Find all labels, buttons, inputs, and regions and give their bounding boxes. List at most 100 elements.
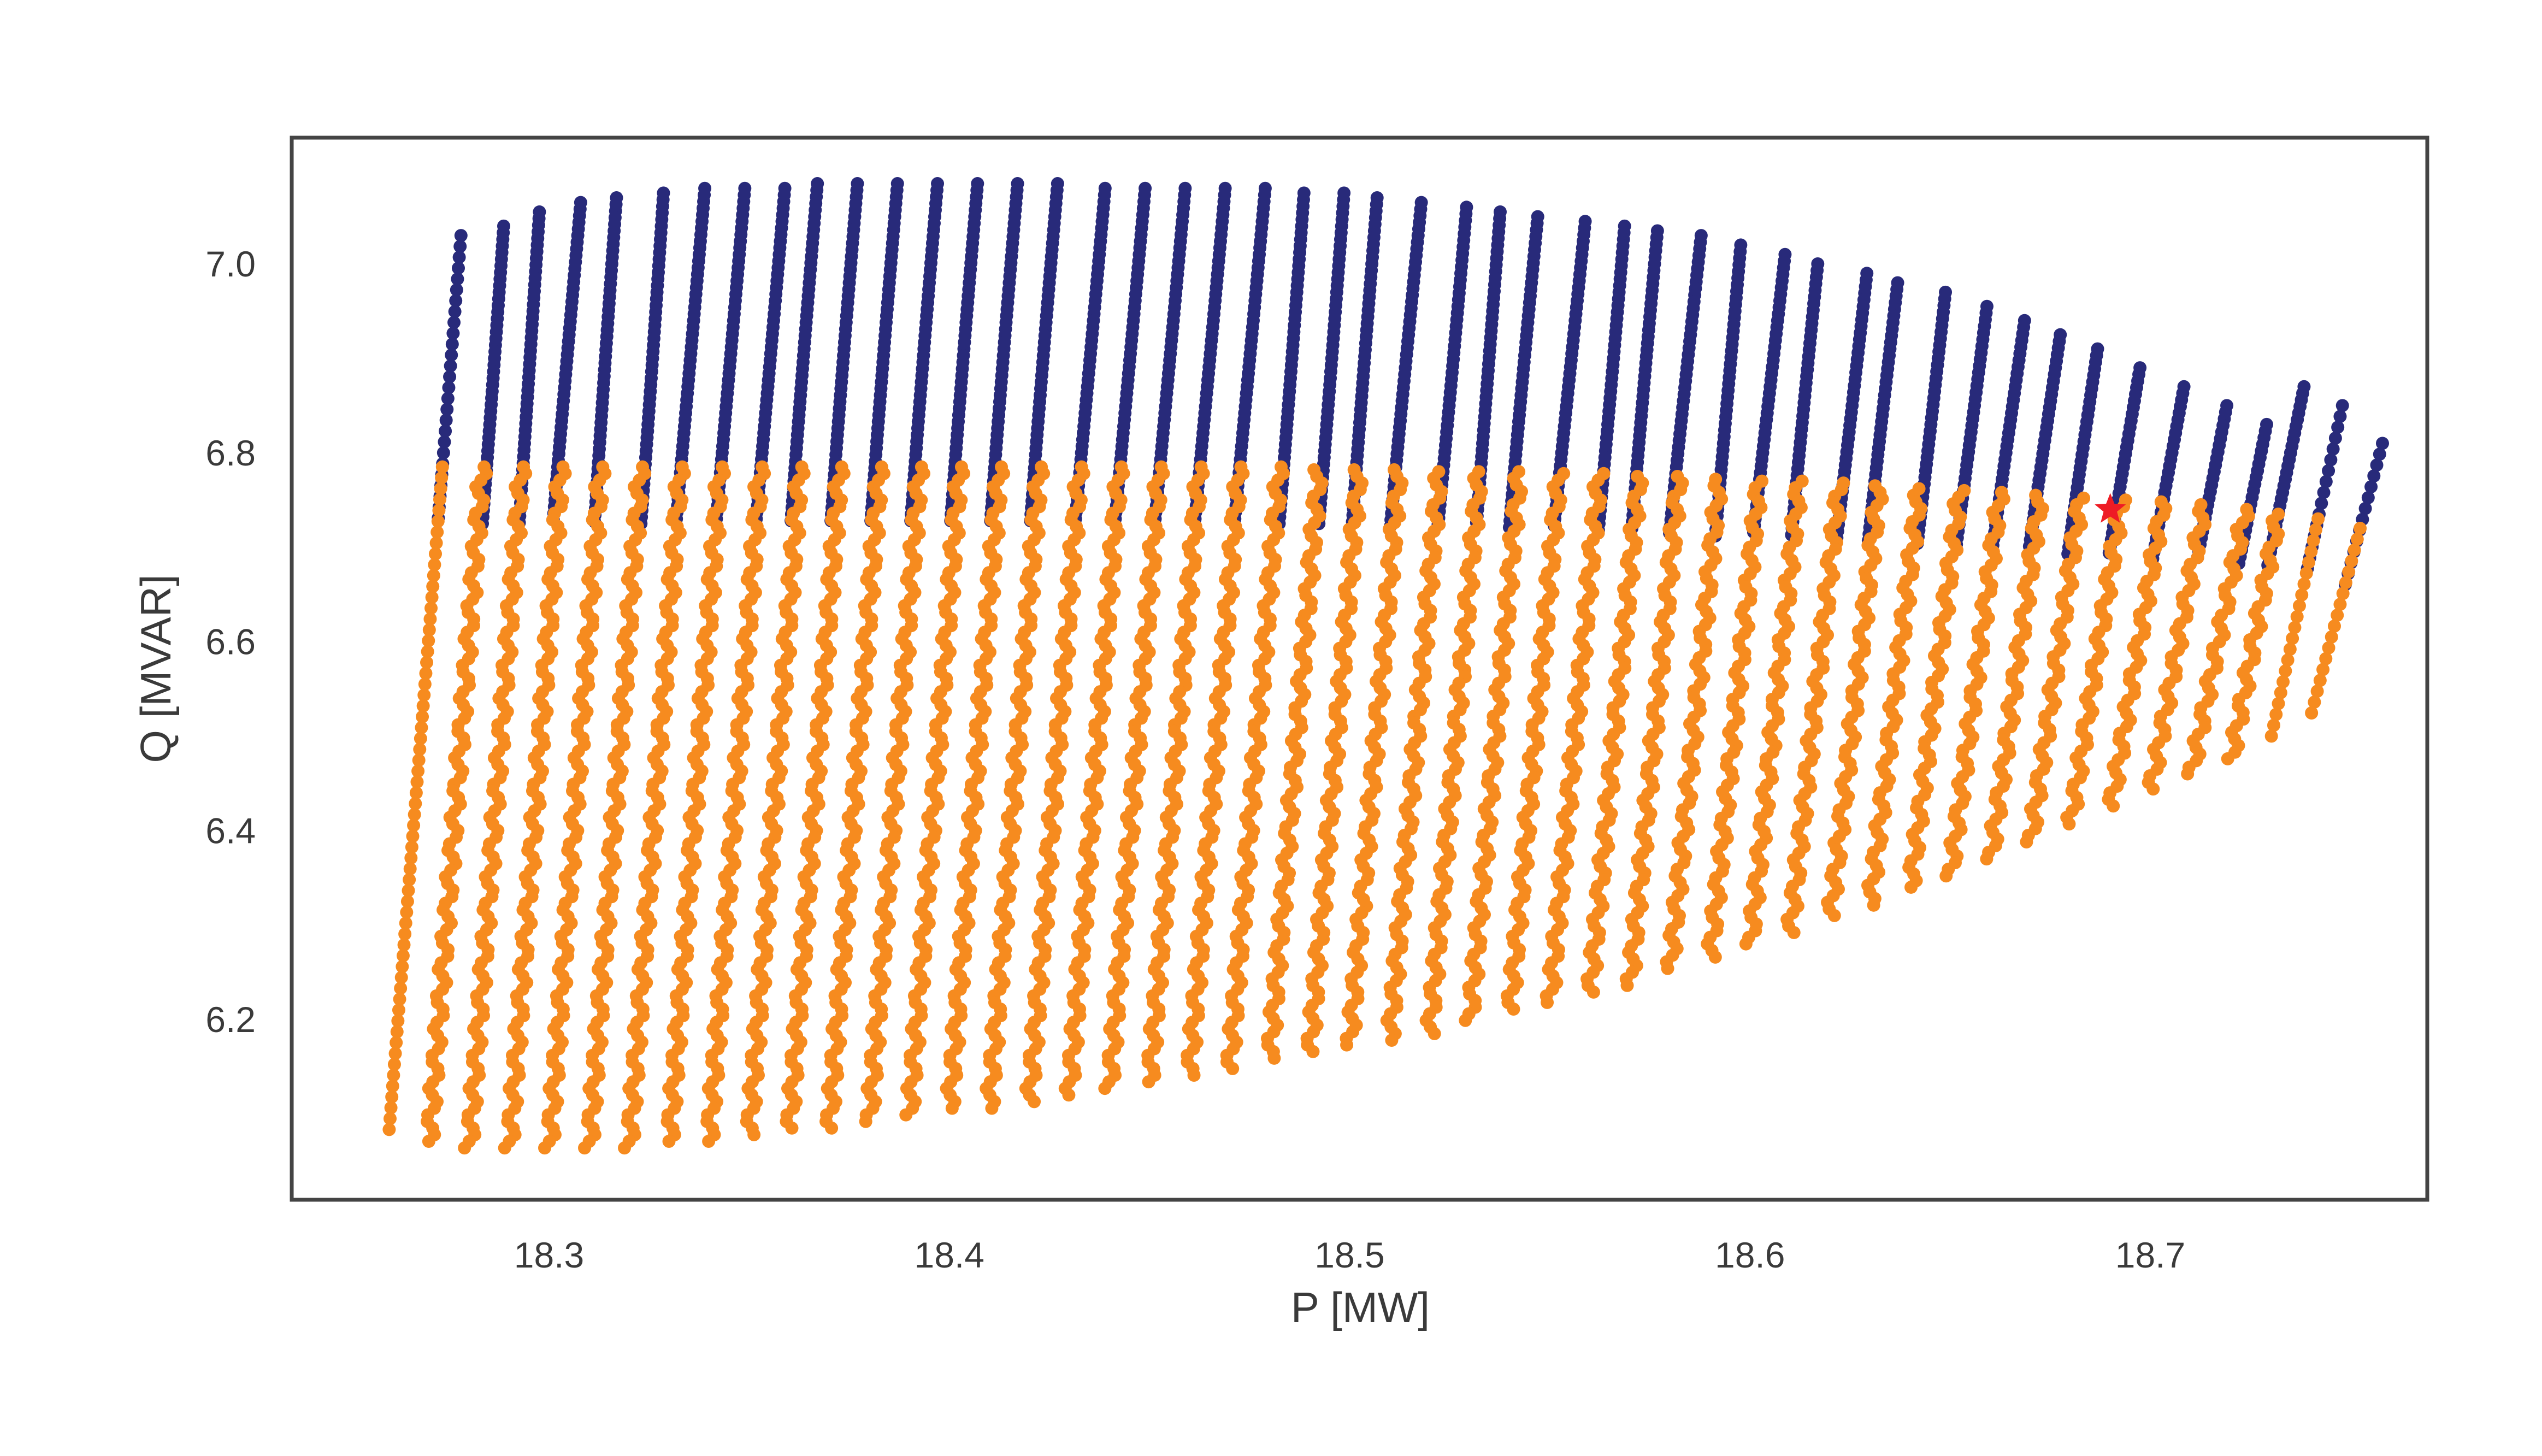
- data-point-lower: [399, 916, 412, 930]
- data-point-lower: [416, 710, 429, 723]
- data-point-lower: [390, 1025, 404, 1039]
- data-point-lower: [427, 569, 440, 582]
- data-point-lower: [662, 1135, 676, 1148]
- data-point-lower: [393, 992, 406, 1006]
- data-point-lower: [415, 721, 428, 734]
- data-point-upper: [2317, 486, 2331, 499]
- data-point-upper: [442, 381, 456, 394]
- series-lower: [382, 460, 2367, 1155]
- data-point-lower: [409, 797, 422, 810]
- data-point-lower: [426, 580, 440, 593]
- data-point-lower: [433, 493, 446, 506]
- data-point-upper: [450, 283, 463, 297]
- data-point-upper: [439, 414, 453, 427]
- data-point-lower: [385, 1090, 399, 1104]
- data-point-lower: [1028, 1095, 1041, 1109]
- data-point-lower: [432, 504, 446, 517]
- data-point-upper: [439, 424, 452, 438]
- data-point-upper: [438, 435, 451, 449]
- data-point-upper: [2335, 399, 2349, 412]
- data-point-lower: [825, 1121, 839, 1135]
- data-point-lower: [702, 1135, 716, 1148]
- data-point-lower: [498, 1141, 511, 1155]
- data-point-upper: [445, 348, 458, 362]
- data-point-upper: [452, 261, 465, 275]
- data-point-upper: [451, 272, 464, 286]
- data-point-lower: [1226, 1062, 1240, 1075]
- data-point-lower: [434, 482, 447, 496]
- data-point-lower: [397, 938, 411, 952]
- data-point-upper: [440, 403, 454, 416]
- data-point-upper: [454, 229, 468, 243]
- data-point-upper: [2315, 497, 2328, 510]
- data-point-lower: [403, 862, 417, 876]
- data-point-lower: [416, 699, 430, 713]
- data-point-lower: [398, 927, 412, 941]
- data-point-upper: [2370, 458, 2384, 472]
- data-point-lower: [407, 818, 421, 832]
- data-point-lower: [618, 1141, 632, 1155]
- data-point-lower: [392, 1003, 405, 1017]
- data-point-upper: [2319, 475, 2333, 488]
- data-point-upper: [2328, 431, 2342, 445]
- data-point-lower: [422, 634, 435, 647]
- data-point-upper: [2331, 421, 2345, 434]
- data-point-upper: [2373, 447, 2386, 461]
- data-point-lower: [423, 612, 437, 626]
- data-point-lower: [422, 1135, 435, 1148]
- data-point-lower: [384, 1101, 398, 1115]
- data-point-upper: [2361, 491, 2375, 504]
- data-point-lower: [409, 786, 423, 800]
- data-point-lower: [429, 536, 443, 550]
- data-point-lower: [1062, 1088, 1076, 1102]
- data-point-lower: [403, 873, 416, 887]
- data-point-lower: [1340, 1038, 1354, 1052]
- data-point-lower: [1098, 1082, 1112, 1095]
- points-layer: [382, 177, 2389, 1155]
- data-point-lower: [414, 732, 427, 745]
- data-point-lower: [1428, 1027, 1441, 1040]
- data-point-lower: [413, 742, 427, 756]
- data-point-lower: [394, 971, 408, 985]
- data-point-upper: [2367, 469, 2381, 483]
- data-point-upper: [445, 337, 459, 351]
- data-point-lower: [406, 829, 420, 843]
- data-point-lower: [419, 667, 433, 680]
- data-point-lower: [418, 677, 432, 691]
- data-point-lower: [458, 1141, 471, 1155]
- data-point-lower: [410, 775, 424, 789]
- data-point-lower: [420, 656, 434, 669]
- data-point-lower: [859, 1115, 872, 1128]
- data-point-lower: [1267, 1051, 1281, 1065]
- data-point-lower: [424, 602, 438, 615]
- data-point-lower: [408, 807, 421, 821]
- data-point-upper: [443, 370, 457, 384]
- data-point-lower: [383, 1112, 397, 1125]
- data-point-upper: [448, 305, 462, 319]
- data-point-upper: [2358, 502, 2372, 515]
- data-point-lower: [1306, 1045, 1320, 1058]
- data-point-lower: [400, 905, 414, 919]
- data-point-upper: [444, 359, 457, 373]
- data-point-upper: [449, 294, 463, 308]
- data-point-lower: [1507, 1002, 1520, 1016]
- data-point-lower: [1541, 995, 1554, 1009]
- data-point-upper: [437, 446, 450, 459]
- data-point-lower: [429, 547, 443, 561]
- data-point-upper: [2324, 453, 2338, 467]
- data-point-lower: [899, 1108, 913, 1122]
- data-point-upper: [447, 316, 461, 329]
- data-point-lower: [387, 1068, 400, 1082]
- data-point-lower: [387, 1058, 401, 1071]
- data-point-lower: [538, 1141, 552, 1155]
- data-point-lower: [785, 1121, 799, 1135]
- data-point-lower: [388, 1047, 402, 1060]
- data-point-lower: [1459, 1013, 1472, 1027]
- data-point-lower: [1385, 1034, 1399, 1047]
- data-point-lower: [430, 525, 444, 539]
- data-point-lower: [945, 1101, 959, 1115]
- data-point-upper: [2326, 442, 2340, 456]
- data-point-lower: [390, 1036, 403, 1050]
- data-point-lower: [396, 949, 410, 963]
